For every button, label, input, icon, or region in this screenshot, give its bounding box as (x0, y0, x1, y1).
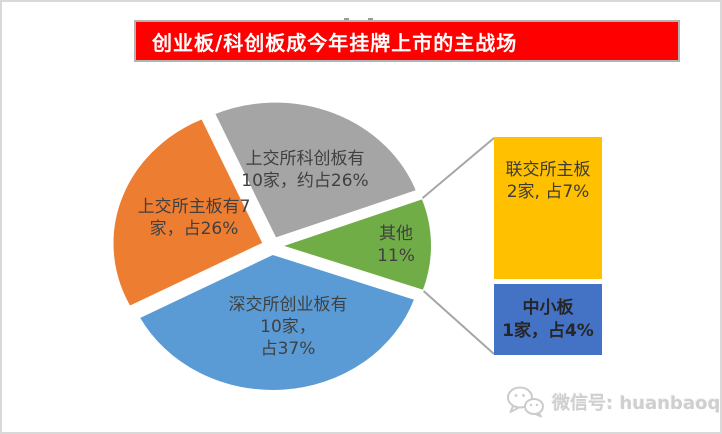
slice-label-szse-chinext: 深交所创业板有 10家， 占37% (229, 294, 348, 360)
callout-connector-line (422, 290, 495, 355)
slice-label-line: 10家，约占26% (241, 171, 369, 191)
pie-slice-其他 (277, 196, 433, 293)
callout-box-sme-board: 中小板 1家，占4% (494, 284, 602, 355)
slice-label-line: 11% (377, 246, 415, 266)
slice-label-line: 上交所科创板有 (245, 148, 365, 169)
watermark: 微信号: huanbaoq (505, 385, 720, 418)
callout-connector-line (421, 137, 495, 199)
pie-slice-上交所科创板 (212, 100, 419, 240)
slice-label-line: 占37% (260, 339, 316, 360)
slice-label-line: 10家， (260, 316, 316, 337)
slice-label-line: 上交所主板有7 (137, 196, 251, 217)
slice-label-sse-star: 上交所科创板有 10家，约占26% (241, 148, 368, 192)
artifact-dot (368, 18, 373, 21)
pie-slice-深交所创业板 (137, 252, 417, 392)
callout-box-hkex-main: 联交所主板 2家, 占7% (494, 137, 602, 279)
callout-label-line: 中小板 (522, 298, 574, 319)
callout-label-line: 2家, 占7% (506, 182, 590, 203)
callout-label-line: 联交所主板 (505, 160, 591, 180)
watermark-text: 微信号: huanbaoq (552, 392, 721, 414)
slice-label-other: 其他 11% (377, 223, 415, 267)
page-title: 创业板/科创板成今年挂牌上市的主战场 (152, 30, 518, 55)
slice-label-line: 家，占26% (149, 219, 239, 239)
wechat-icon (507, 386, 544, 418)
slice-label-line: 其他 (378, 223, 413, 244)
slice-label-line: 深交所创业板有 (228, 294, 348, 315)
title-banner: 创业板/科创板成今年挂牌上市的主战场 (134, 20, 680, 62)
callout-label-line: 1家，占4% (502, 320, 594, 341)
artifact-dot (344, 18, 349, 21)
pie-slice-上交所主板 (111, 116, 265, 309)
slice-label-sse-main: 上交所主板有7 家，占26% (138, 196, 251, 240)
